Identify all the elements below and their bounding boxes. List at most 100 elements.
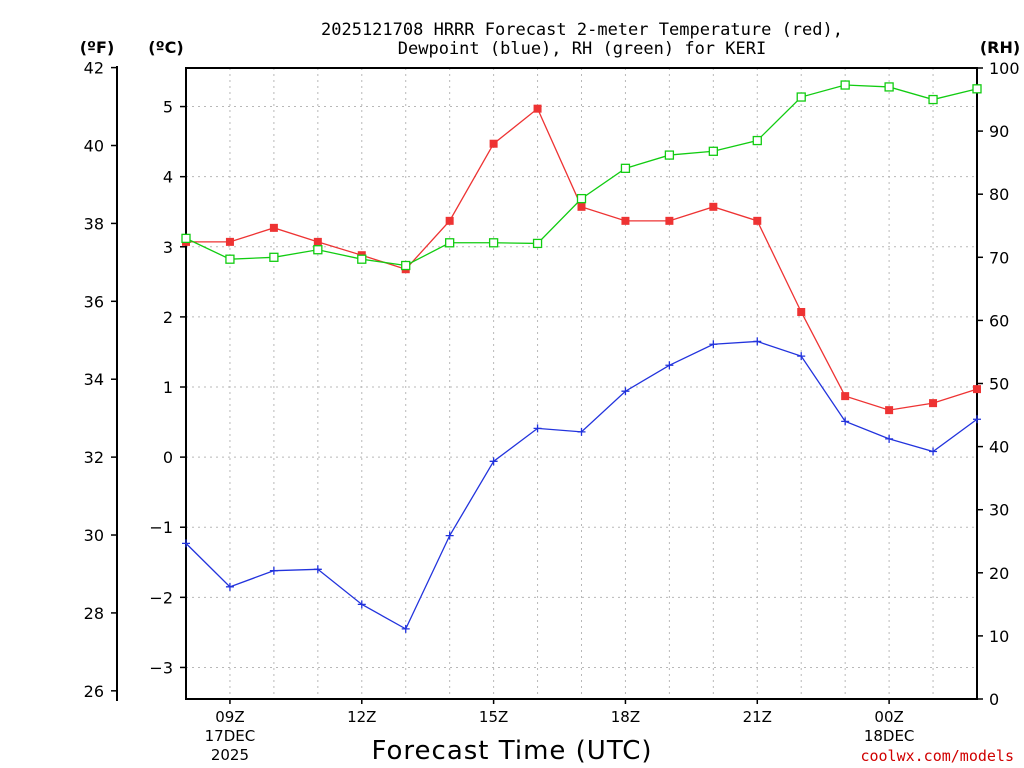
x-tick-label: 15Z — [479, 708, 508, 726]
rh-tick-label: 40 — [989, 438, 1009, 457]
rh-tick-label: 80 — [989, 185, 1009, 204]
chart-title-line2: Dewpoint (blue), RH (green) for KERI — [398, 39, 766, 59]
dewpoint-point — [841, 417, 850, 426]
rh-point — [269, 252, 279, 262]
temperature-point — [709, 202, 718, 211]
temperature-point — [841, 392, 850, 401]
temperature-point — [973, 385, 981, 394]
temperature-series — [182, 104, 981, 415]
celsius-tick-label: 1 — [163, 378, 173, 397]
rh-point — [620, 163, 631, 173]
grid-lines — [186, 68, 977, 699]
temperature-point — [621, 216, 630, 225]
temperature-point — [753, 216, 762, 225]
rh-point — [840, 80, 850, 90]
rh-tick-label: 70 — [989, 248, 1009, 267]
temperature-point — [489, 139, 498, 148]
celsius-tick-label: −1 — [149, 518, 173, 537]
rh-tick-label: 50 — [989, 375, 1009, 394]
rh-point — [401, 260, 411, 271]
plot-frame — [185, 67, 978, 700]
temperature-point — [577, 202, 586, 211]
x-tick-label: 12Z — [347, 708, 376, 726]
x-tick-label: 00Z — [874, 708, 903, 726]
temperature-point — [885, 406, 894, 415]
x-tick-label: 18Z — [611, 708, 640, 726]
rh-point — [445, 238, 455, 248]
dewpoint-point — [401, 624, 410, 633]
fahrenheit-tick-label: 32 — [84, 448, 104, 467]
rh-tick-label: 20 — [989, 564, 1009, 583]
fahrenheit-tick-label: 42 — [84, 59, 104, 78]
temperature-point — [665, 216, 674, 225]
dewpoint-point — [665, 361, 674, 370]
rh-point — [752, 135, 762, 146]
dewpoint-point — [885, 434, 894, 443]
fahrenheit-unit-label: (ºF) — [80, 38, 115, 57]
rh-point — [181, 233, 191, 244]
celsius-tick-label: 5 — [163, 98, 173, 117]
dewpoint-point — [313, 565, 322, 574]
dewpoint-point — [973, 415, 981, 424]
x-tick-year-label: 2025 — [211, 746, 249, 764]
source-credit: coolwx.com/models — [860, 747, 1014, 765]
fahrenheit-tick-label: 28 — [84, 604, 104, 623]
x-tick-date-label: 17DEC — [205, 727, 256, 745]
temperature-point — [929, 399, 938, 408]
rh-series — [181, 80, 982, 271]
rh-tick-label: 30 — [989, 501, 1009, 520]
rh-point — [357, 254, 367, 264]
celsius-unit-label: (ºC) — [148, 38, 183, 57]
x-tick-date-label: 18DEC — [864, 727, 915, 745]
dewpoint-point — [445, 531, 454, 540]
dewpoint-point — [489, 457, 498, 466]
rh-point — [313, 245, 323, 255]
rh-point — [664, 150, 675, 160]
chart-title-line1: 2025121708 HRRR Forecast 2-meter Tempera… — [321, 20, 843, 40]
dewpoint-point — [709, 340, 718, 349]
celsius-tick-label: 3 — [163, 238, 173, 257]
dewpoint-point — [621, 387, 630, 396]
dewpoint-point — [269, 566, 278, 575]
rh-point — [225, 254, 235, 264]
fahrenheit-tick-label: 40 — [84, 137, 104, 156]
rh-point — [972, 84, 982, 94]
rh-point — [532, 238, 543, 249]
temperature-point — [225, 237, 234, 246]
rh-point — [796, 92, 806, 102]
x-tick-label: 21Z — [743, 708, 772, 726]
celsius-tick-label: 2 — [163, 308, 173, 327]
celsius-tick-label: −3 — [149, 658, 173, 677]
rh-point — [708, 146, 718, 156]
rh-unit-label: (RH) — [980, 38, 1020, 57]
rh-point — [928, 94, 938, 105]
rh-point — [884, 82, 894, 92]
rh-tick-label: 90 — [989, 122, 1009, 141]
rh-line — [185, 84, 978, 267]
fahrenheit-tick-label: 34 — [84, 370, 104, 389]
temperature-point — [313, 237, 322, 246]
dewpoint-point — [753, 337, 762, 346]
axes — [111, 66, 983, 704]
rh-tick-label: 100 — [989, 59, 1020, 78]
data-series — [181, 80, 982, 633]
temperature-point — [797, 307, 806, 316]
rh-point — [488, 238, 499, 248]
celsius-tick-label: 4 — [163, 168, 173, 187]
x-axis-label: Forecast Time (UTC) — [371, 736, 652, 766]
temperature-point — [445, 216, 454, 225]
rh-tick-label: 60 — [989, 311, 1009, 330]
rh-tick-label: 0 — [989, 690, 999, 709]
tick-labels: 543210−1−2−34240383634323028261009080706… — [84, 59, 1020, 764]
rh-point — [576, 193, 587, 204]
fahrenheit-tick-label: 36 — [84, 292, 104, 311]
dewpoint-point — [577, 427, 586, 436]
fahrenheit-tick-label: 30 — [84, 526, 104, 545]
dewpoint-point — [929, 447, 938, 456]
x-tick-label: 09Z — [215, 708, 244, 726]
temperature-point — [269, 223, 278, 232]
fahrenheit-tick-label: 38 — [84, 214, 104, 233]
fahrenheit-tick-label: 26 — [84, 682, 104, 701]
celsius-tick-label: −2 — [149, 588, 173, 607]
